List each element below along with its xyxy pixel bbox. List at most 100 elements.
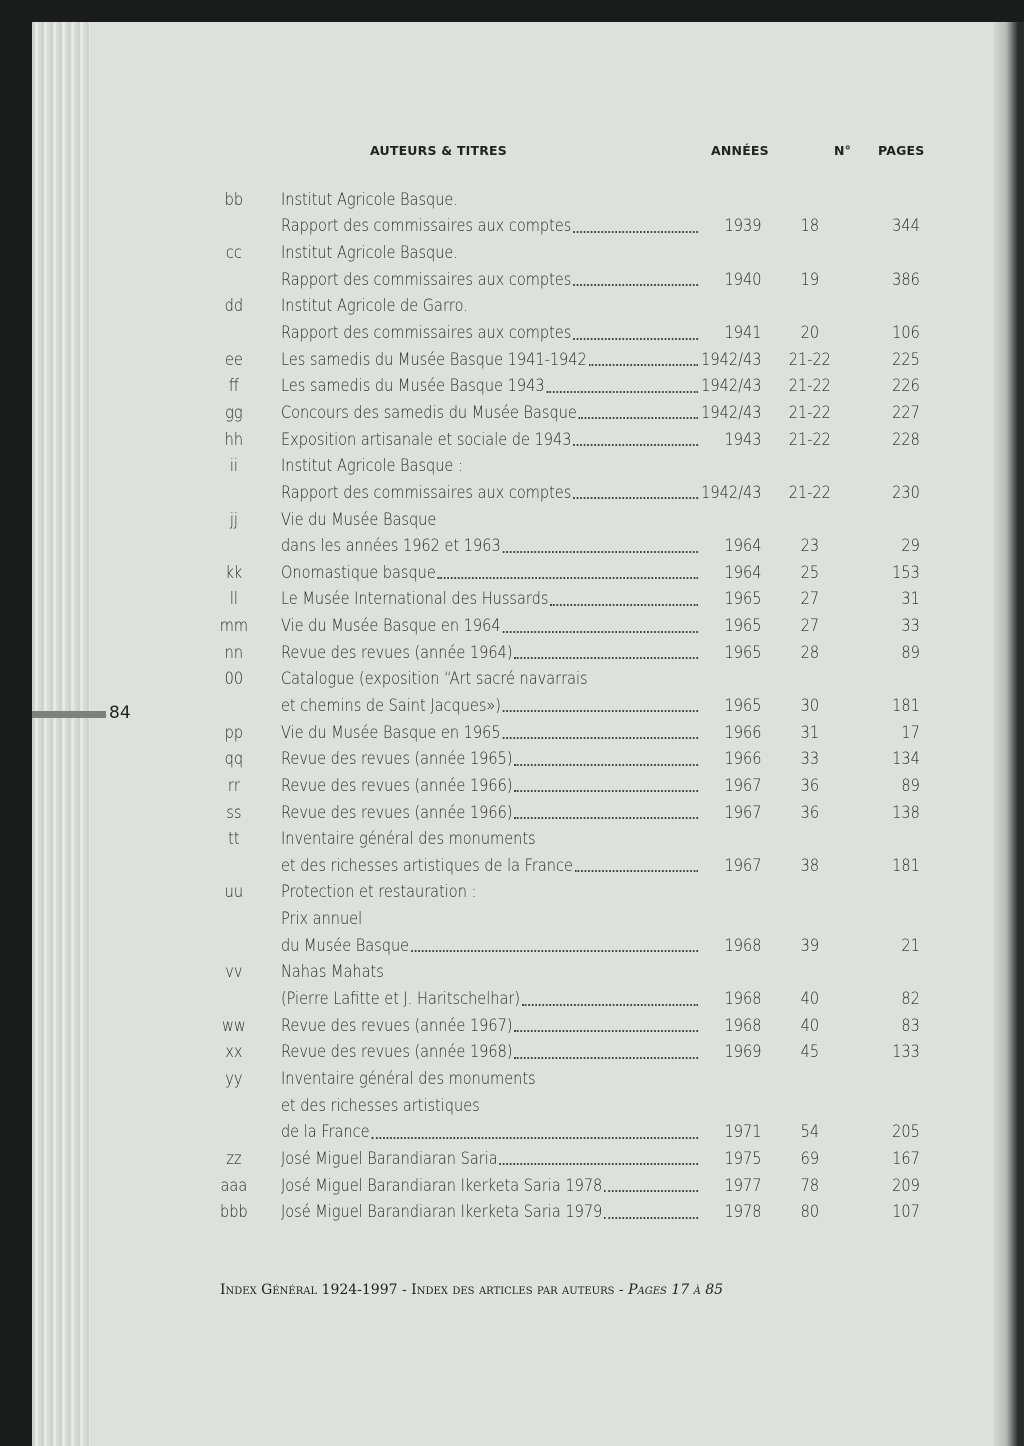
- entry-title: Rapport des commissaires aux comptes: [280, 216, 572, 236]
- entry-title: de la France: [280, 1122, 370, 1142]
- entry-code: ss: [226, 802, 242, 822]
- entry-title: Onomastique basque: [280, 562, 436, 582]
- entry-title: José Miguel Barandiaran Saria: [280, 1148, 498, 1168]
- dot-leader: [502, 619, 699, 633]
- entry-pages: 107: [892, 1202, 920, 1222]
- table-row: Rapport des commissaires aux comptes 1940…: [200, 266, 920, 293]
- entry-year: 1965: [724, 642, 762, 662]
- header-years: ANNÉES: [711, 143, 769, 158]
- entry-number: 36: [800, 775, 820, 795]
- entry-code: cc: [225, 243, 242, 263]
- entry-code: bb: [224, 189, 244, 209]
- entry-year: 1941: [724, 323, 762, 343]
- entry-code: ll: [229, 589, 238, 609]
- entry-code: rr: [227, 775, 240, 795]
- table-row: et chemins de Saint Jacques») 1965 30 181: [200, 692, 920, 719]
- table-row: nn Revue des revues (année 1964) 1965 28 89: [200, 639, 920, 666]
- table-row: pp Vie du Musée Basque en 1965 1966 31 17: [200, 719, 920, 746]
- entry-year: 1965: [724, 695, 762, 715]
- entry-number: 28: [800, 642, 820, 662]
- entry-number: 36: [800, 802, 820, 822]
- table-row: xx Revue des revues (année 1968) 1969 45 133: [200, 1039, 920, 1066]
- entry-title: du Musée Basque: [280, 935, 410, 955]
- entry-pages: 17: [901, 722, 920, 742]
- entry-pages: 138: [892, 802, 920, 822]
- entry-title: Vie du Musée Basque en 1965: [280, 722, 501, 742]
- dot-leader: [573, 219, 699, 233]
- entry-title: Exposition artisanale et sociale de 1943: [280, 429, 572, 449]
- table-row: bb Institut Agricole Basque.: [200, 186, 920, 213]
- entry-year: 1966: [724, 749, 762, 769]
- dot-leader: [578, 405, 699, 420]
- table-row: rr Revue des revues (année 1966) 1967 36 89: [200, 772, 920, 799]
- entry-year: 1967: [724, 802, 762, 822]
- entry-number: 25: [800, 562, 820, 582]
- entry-year: 1978: [724, 1202, 762, 1222]
- entry-pages: 226: [892, 376, 920, 396]
- entry-title: Rapport des commissaires aux comptes: [280, 323, 572, 343]
- entry-title: Revue des revues (année 1966): [280, 802, 513, 822]
- entry-title: Concours des samedis du Musée Basque: [280, 402, 577, 422]
- dot-leader: [588, 352, 699, 367]
- entry-title: José Miguel Barandiaran Ikerketa Saria 1…: [280, 1202, 603, 1222]
- entry-pages: 133: [892, 1042, 920, 1062]
- dot-leader: [573, 432, 699, 447]
- entry-title: et chemins de Saint Jacques»): [280, 695, 501, 715]
- entry-pages: 230: [892, 482, 920, 502]
- entry-code: dd: [224, 296, 244, 316]
- header-num: N°: [834, 143, 852, 158]
- entry-code: qq: [224, 749, 244, 769]
- entry-code: aaa: [220, 1175, 248, 1195]
- dot-leader: [502, 725, 699, 740]
- table-row: et des richesses artistiques: [200, 1092, 920, 1119]
- table-row: aaa José Miguel Barandiaran Ikerketa Sari…: [200, 1172, 920, 1199]
- entry-year: 1942/43: [701, 402, 762, 422]
- dot-leader: [521, 992, 699, 1006]
- entry-pages: 89: [901, 642, 920, 662]
- entry-number: 31: [800, 722, 820, 742]
- footer-pages: Pages 17 à 85: [628, 1282, 724, 1298]
- entry-title: Le Musée International des Hussards: [280, 589, 549, 609]
- table-row: dd Institut Agricole de Garro.: [200, 293, 920, 320]
- table-row: yy Inventaire général des monuments: [200, 1065, 920, 1092]
- dot-leader: [437, 565, 699, 580]
- entry-year: 1942/43: [701, 349, 762, 369]
- entry-pages: 181: [892, 855, 920, 875]
- table-row: bbb José Miguel Barandiaran Ikerketa Sari…: [200, 1198, 920, 1225]
- entry-title: Vie du Musée Basque en 1964: [280, 616, 501, 636]
- entry-title: Catalogue (exposition “Art sacré navarra…: [280, 669, 588, 689]
- entry-code: kk: [225, 562, 243, 582]
- entry-title: Prix annuel: [280, 909, 363, 929]
- dot-leader: [604, 1178, 699, 1193]
- entry-number: 78: [800, 1175, 820, 1195]
- dot-leader: [573, 485, 699, 500]
- entry-code: nn: [224, 642, 244, 662]
- entry-code: tt: [228, 829, 240, 849]
- entry-number: 21-22: [788, 429, 831, 449]
- entry-code: ff: [228, 376, 239, 396]
- entry-number: 54: [800, 1122, 820, 1142]
- entry-code: bbb: [220, 1202, 248, 1222]
- entry-pages: 83: [901, 1015, 920, 1035]
- entry-year: 1969: [724, 1042, 762, 1062]
- entry-pages: 33: [901, 616, 920, 636]
- dot-leader: [514, 645, 699, 660]
- page-edges: [32, 22, 90, 1446]
- table-row: du Musée Basque 1968 39 21: [200, 932, 920, 959]
- entry-pages: 153: [892, 562, 920, 582]
- entry-code: mm: [219, 616, 249, 636]
- dot-leader: [514, 1018, 699, 1033]
- entry-title: (Pierre Lafitte et J. Haritschelhar): [280, 989, 520, 1009]
- entry-code: hh: [224, 429, 244, 449]
- entry-year: 1975: [724, 1148, 762, 1168]
- entry-title: Rapport des commissaires aux comptes: [280, 269, 572, 289]
- entry-year: 1967: [724, 855, 762, 875]
- table-row: ii Institut Agricole Basque :: [200, 452, 920, 479]
- table-row: Rapport des commissaires aux comptes 1942…: [200, 479, 920, 506]
- entry-year: 1939: [724, 216, 762, 236]
- entry-year: 1968: [724, 935, 762, 955]
- entry-code: ww: [222, 1015, 246, 1035]
- entry-pages: 209: [892, 1175, 920, 1195]
- thumb-index-marker: [32, 711, 106, 718]
- entry-code: uu: [224, 882, 244, 902]
